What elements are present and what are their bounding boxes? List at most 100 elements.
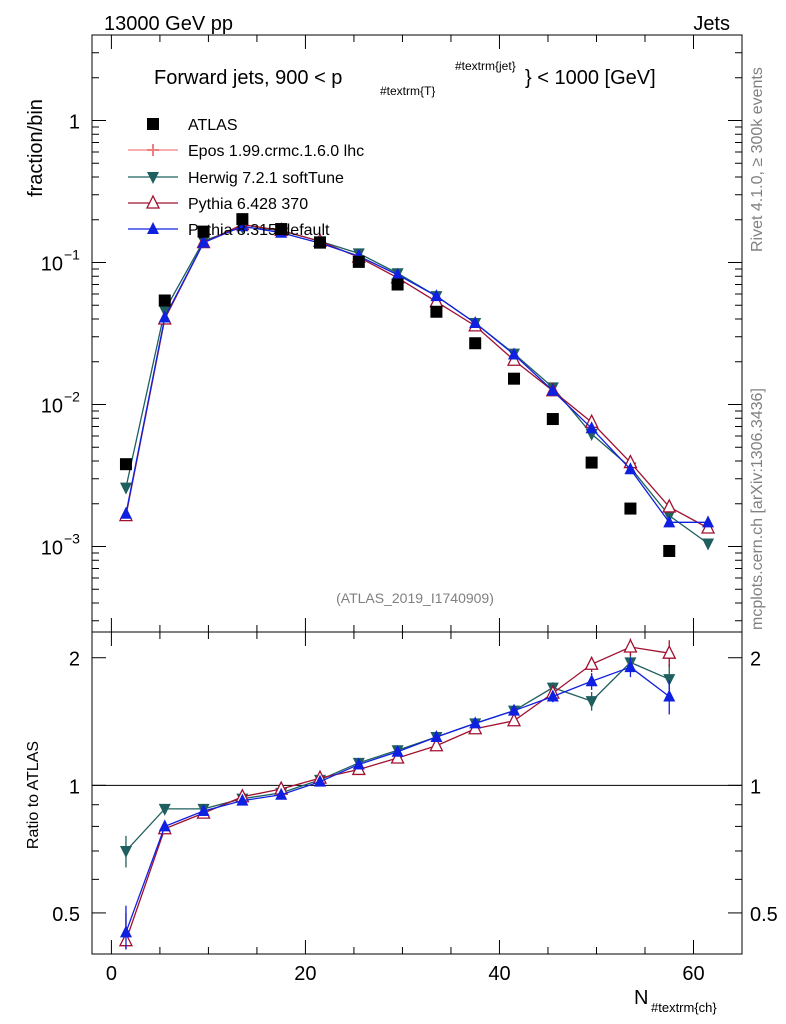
ratio-y-axis-label: Ratio to ATLAS	[25, 741, 42, 849]
ratio-point-pythia8	[352, 757, 365, 770]
data-point-pythia8	[624, 462, 637, 475]
ratio-point-herwig	[158, 803, 171, 816]
ratio-point-pythia8	[546, 689, 559, 702]
ratio-point-pythia6	[623, 638, 638, 653]
legend-marker-pythia6	[145, 194, 161, 209]
x-axis-label: N #textrm{ch}	[634, 987, 717, 1015]
ratio-y-tick-label: 0.5	[52, 904, 80, 926]
legend-label: Pythia 8.315 default	[188, 222, 330, 239]
ratio-point-pythia8	[119, 925, 132, 938]
legend-item-atlas: ATLAS	[147, 117, 238, 134]
ratio-point-herwig	[663, 674, 676, 687]
ratio-y-tick-label-right: 2	[750, 649, 761, 671]
data-point-pythia8	[430, 289, 443, 302]
ratio-x-tick-label: 0	[106, 963, 117, 985]
data-point-pythia8	[391, 267, 404, 280]
data-point-atlas	[624, 502, 637, 515]
main-series-layer	[118, 213, 716, 557]
ratio-point-pythia8	[391, 744, 404, 757]
plot-title: Forward jets, 900 < p #textrm{T} #textrm…	[154, 59, 656, 98]
ratio-point-pythia8	[508, 703, 521, 716]
series-line-pythia8	[125, 225, 709, 523]
title-suffix: } < 1000 [GeV]	[525, 67, 656, 89]
ratio-point-pythia8	[313, 774, 326, 787]
data-point-pythia8	[119, 506, 132, 519]
ratio-point-pythia8	[275, 787, 288, 800]
series-atlas	[119, 213, 676, 557]
ratio-line-pythia8	[125, 666, 670, 933]
ratio-y-tick-label: 1	[69, 776, 80, 798]
data-point-herwig	[702, 538, 715, 551]
ratio-x-tick-label: 60	[682, 963, 704, 985]
legend-item-pythia8: Pythia 8.315 default	[128, 222, 330, 239]
data-point-atlas	[275, 223, 288, 236]
legend: ATLAS Epos 1.99.crmc.1.6.0 lhc Herwig 7.2.…	[128, 117, 364, 239]
tick-label-exponent: −1	[64, 246, 80, 262]
main-y-tick-label: 10 −3	[41, 531, 80, 560]
data-point-atlas	[430, 305, 443, 318]
legend-marker-herwig	[147, 172, 159, 184]
ratio-line-pythia6	[125, 646, 670, 941]
data-point-atlas	[352, 255, 365, 268]
title-subscript: #textrm{T}	[380, 84, 435, 98]
ratio-y-tick-label-right: 0.5	[750, 904, 778, 926]
series-pythia8	[119, 219, 715, 528]
analysis-id-label: (ATLAS_2019_I1740909)	[336, 590, 494, 606]
data-point-pythia8	[236, 219, 249, 232]
ratio-y-tick-label: 2	[69, 649, 80, 671]
header-energy: 13000 GeV pp	[104, 13, 233, 35]
ratio-y-tick-label-right: 1	[750, 776, 761, 798]
ratio-point-pythia6	[662, 644, 677, 659]
data-point-pythia8	[197, 235, 210, 248]
ratio-point-pythia8	[236, 793, 249, 806]
legend-item-herwig: Herwig 7.2.1 softTune	[128, 170, 344, 187]
legend-marker-epos	[147, 144, 159, 156]
main-y-tick-label: 10 −2	[41, 389, 80, 418]
data-point-pythia8	[546, 383, 559, 396]
ratio-point-pythia8	[430, 730, 443, 743]
mcplots-label: mcplots.cern.ch [arXiv:1306.3436]	[749, 388, 766, 630]
x-axis-label-base: N	[634, 987, 648, 1009]
main-y-tick-label: 10 −1	[41, 246, 80, 275]
series-pythia6	[118, 216, 716, 534]
ratio-point-pythia8	[197, 803, 210, 816]
data-point-atlas	[508, 372, 521, 385]
data-point-atlas	[158, 294, 171, 307]
data-point-pythia6	[662, 498, 677, 513]
legend-label: Pythia 6.428 370	[188, 196, 308, 213]
ratio-point-pythia6	[390, 749, 405, 764]
ratio-point-pythia8	[624, 660, 637, 673]
legend-item-pythia6: Pythia 6.428 370	[128, 194, 308, 213]
main-y-axis-label: fraction/bin	[25, 99, 47, 197]
ratio-point-pythia8	[663, 689, 676, 702]
legend-label: Epos 1.99.crmc.1.6.0 lhc	[188, 143, 364, 160]
data-point-atlas	[313, 236, 326, 249]
data-point-atlas	[391, 278, 404, 291]
series-line-pythia6	[125, 223, 709, 529]
series-line-herwig	[125, 226, 709, 545]
ratio-point-herwig	[119, 845, 132, 858]
ratio-point-pythia6	[506, 712, 522, 727]
data-point-pythia8	[702, 515, 715, 528]
legend-label: Herwig 7.2.1 softTune	[188, 170, 344, 187]
data-point-atlas	[197, 225, 210, 238]
data-point-pythia8	[508, 347, 521, 360]
data-point-atlas	[585, 456, 598, 469]
ratio-series-layer	[118, 638, 677, 950]
data-point-atlas	[546, 413, 559, 426]
tick-label-base: 10	[41, 253, 63, 275]
legend-label: ATLAS	[188, 117, 238, 134]
data-point-atlas	[663, 544, 676, 557]
ratio-point-pythia8	[158, 819, 171, 832]
data-point-atlas	[469, 337, 482, 350]
tick-label-base: 1	[69, 111, 80, 133]
data-point-herwig	[119, 482, 132, 495]
tick-label-base: 10	[41, 396, 63, 418]
x-axis-label-subscript: #textrm{ch}	[651, 1000, 717, 1015]
main-y-tick-label: 1	[69, 111, 80, 133]
data-point-pythia8	[158, 310, 171, 323]
ratio-point-herwig	[585, 696, 598, 709]
main-axis-ticks: 10 −310 −210 −11	[41, 34, 742, 632]
ratio-x-tick-label: 20	[294, 963, 316, 985]
